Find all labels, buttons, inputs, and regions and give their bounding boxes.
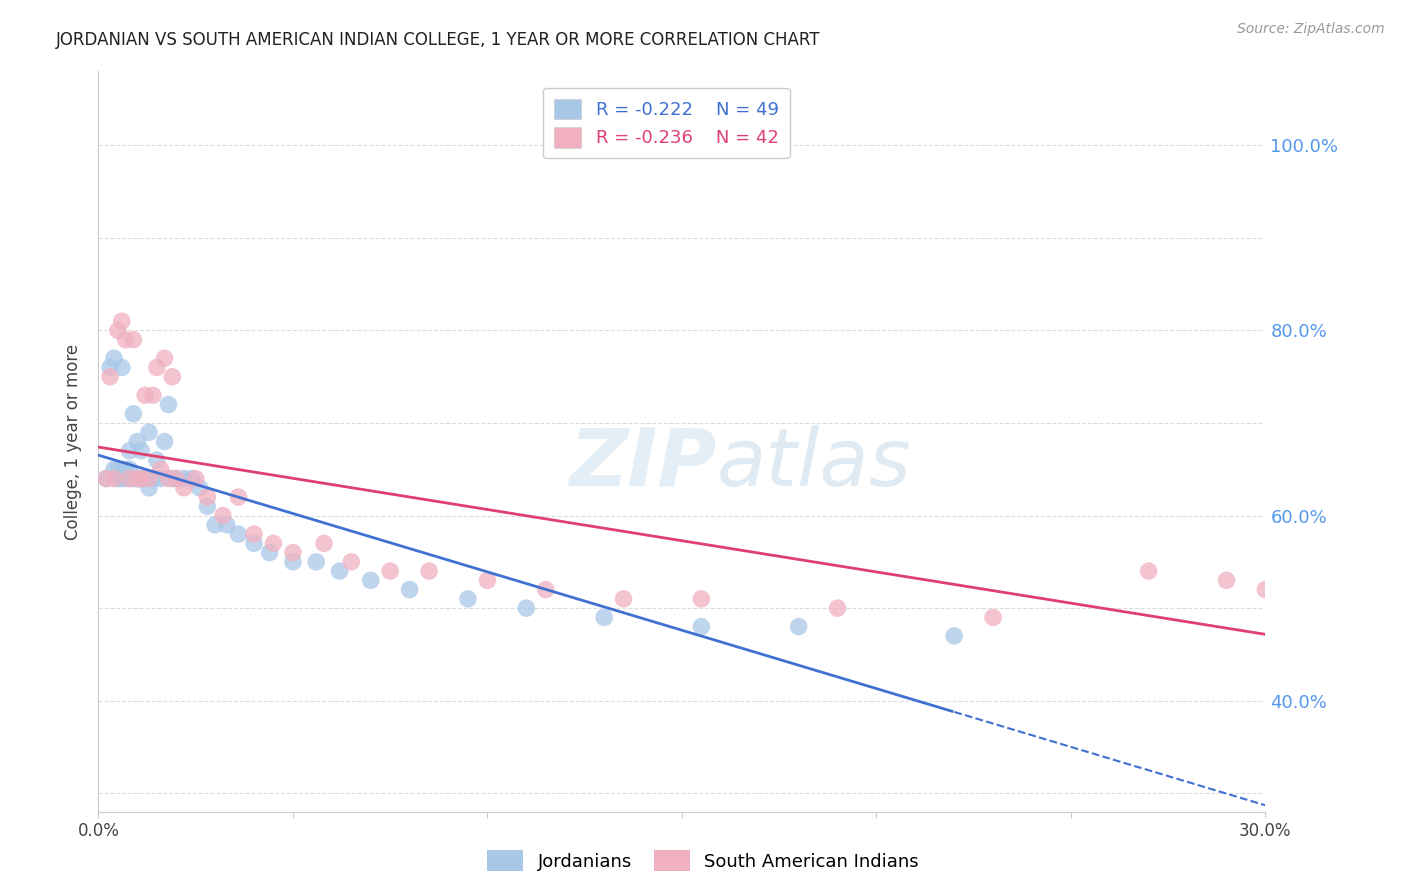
- Point: [96, 472, 118, 486]
- Point: [157, 472, 180, 486]
- Point: [173, 481, 195, 495]
- Point: [165, 472, 187, 486]
- Point: [613, 591, 636, 606]
- Point: [1215, 574, 1237, 588]
- Point: [281, 555, 304, 569]
- Point: [134, 388, 156, 402]
- Point: [184, 472, 207, 486]
- Point: [134, 472, 156, 486]
- Point: [107, 323, 129, 337]
- Point: [195, 490, 218, 504]
- Point: [690, 591, 713, 606]
- Point: [165, 472, 187, 486]
- Point: [129, 472, 152, 486]
- Point: [98, 360, 121, 375]
- Point: [103, 462, 125, 476]
- Point: [118, 472, 141, 486]
- Point: [127, 434, 149, 449]
- Point: [142, 388, 165, 402]
- Point: [827, 601, 849, 615]
- Point: [138, 481, 160, 495]
- Point: [515, 601, 537, 615]
- Point: [96, 472, 118, 486]
- Point: [127, 472, 149, 486]
- Point: [195, 500, 218, 514]
- Point: [127, 472, 149, 486]
- Point: [157, 398, 180, 412]
- Point: [138, 472, 160, 486]
- Point: [398, 582, 420, 597]
- Point: [98, 369, 121, 384]
- Point: [787, 620, 810, 634]
- Point: [122, 333, 145, 347]
- Point: [418, 564, 440, 578]
- Point: [162, 369, 184, 384]
- Point: [180, 472, 202, 486]
- Point: [114, 462, 136, 476]
- Point: [149, 472, 172, 486]
- Text: ZIP: ZIP: [569, 425, 717, 503]
- Point: [281, 545, 304, 560]
- Text: JORDANIAN VS SOUTH AMERICAN INDIAN COLLEGE, 1 YEAR OR MORE CORRELATION CHART: JORDANIAN VS SOUTH AMERICAN INDIAN COLLE…: [56, 31, 821, 49]
- Point: [477, 574, 499, 588]
- Point: [981, 610, 1004, 624]
- Point: [111, 314, 134, 328]
- Point: [114, 333, 136, 347]
- Point: [1294, 591, 1316, 606]
- Point: [360, 574, 382, 588]
- Point: [118, 462, 141, 476]
- Point: [129, 443, 152, 458]
- Point: [593, 610, 616, 624]
- Point: [111, 472, 134, 486]
- Point: [107, 472, 129, 486]
- Point: [103, 351, 125, 366]
- Point: [212, 508, 235, 523]
- Point: [138, 425, 160, 440]
- Point: [146, 360, 169, 375]
- Point: [1137, 564, 1160, 578]
- Point: [943, 629, 966, 643]
- Point: [259, 545, 281, 560]
- Point: [329, 564, 352, 578]
- Point: [312, 536, 335, 550]
- Point: [103, 472, 125, 486]
- Text: Source: ZipAtlas.com: Source: ZipAtlas.com: [1237, 22, 1385, 37]
- Point: [215, 517, 238, 532]
- Point: [380, 564, 402, 578]
- Point: [305, 555, 328, 569]
- Point: [243, 527, 266, 541]
- Point: [204, 517, 226, 532]
- Point: [1254, 582, 1277, 597]
- Point: [118, 443, 141, 458]
- Point: [142, 472, 165, 486]
- Legend: Jordanians, South American Indians: Jordanians, South American Indians: [479, 843, 927, 879]
- Point: [129, 472, 152, 486]
- Point: [457, 591, 479, 606]
- Point: [153, 434, 176, 449]
- Point: [122, 407, 145, 421]
- Point: [690, 620, 713, 634]
- Point: [243, 536, 266, 550]
- Point: [228, 527, 250, 541]
- Point: [111, 360, 134, 375]
- Point: [153, 351, 176, 366]
- Point: [534, 582, 557, 597]
- Point: [1331, 574, 1354, 588]
- Point: [149, 462, 172, 476]
- Point: [188, 481, 211, 495]
- Y-axis label: College, 1 year or more: College, 1 year or more: [65, 343, 83, 540]
- Point: [122, 472, 145, 486]
- Point: [114, 472, 136, 486]
- Point: [162, 472, 184, 486]
- Point: [127, 472, 149, 486]
- Point: [173, 472, 195, 486]
- Legend: R = -0.222    N = 49, R = -0.236    N = 42: R = -0.222 N = 49, R = -0.236 N = 42: [543, 87, 790, 159]
- Point: [228, 490, 250, 504]
- Point: [146, 453, 169, 467]
- Text: atlas: atlas: [717, 425, 911, 503]
- Point: [107, 462, 129, 476]
- Point: [340, 555, 363, 569]
- Point: [262, 536, 284, 550]
